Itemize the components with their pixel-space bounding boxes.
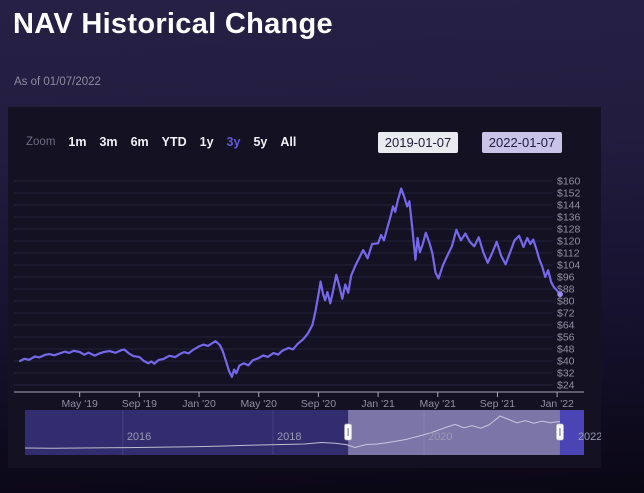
y-axis-label: $48 bbox=[557, 344, 575, 356]
zoom-buttons: 1m 3m 6m YTD 1y 3y 5y All bbox=[68, 135, 296, 149]
x-axis-label: Sep '21 bbox=[480, 398, 515, 410]
x-axis-label: Jan '20 bbox=[182, 398, 216, 410]
y-axis-label: $40 bbox=[557, 356, 575, 368]
y-axis-label: $144 bbox=[557, 200, 581, 212]
page-title: NAV Historical Change bbox=[13, 8, 333, 40]
zoom-button-ytd[interactable]: YTD bbox=[161, 135, 187, 149]
chart-plot-area[interactable] bbox=[14, 167, 553, 392]
x-axis-label: Jan '21 bbox=[361, 398, 395, 410]
navigator-year-label: 2016 bbox=[127, 431, 151, 443]
zoom-button-3y[interactable]: 3y bbox=[226, 135, 241, 149]
nav-history-chart: $24$32$40$48$56$64$72$80$88$96$104$112$1… bbox=[14, 167, 601, 455]
date-from-input[interactable] bbox=[378, 132, 458, 153]
y-axis-label: $80 bbox=[557, 296, 575, 308]
zoom-button-1m[interactable]: 1m bbox=[68, 135, 87, 149]
y-axis-label: $32 bbox=[557, 368, 575, 380]
y-axis-label: $72 bbox=[557, 308, 575, 320]
y-axis-label: $56 bbox=[557, 332, 575, 344]
last-point-marker bbox=[557, 291, 563, 298]
y-axis-label: $24 bbox=[557, 380, 575, 392]
date-to-input[interactable] bbox=[482, 132, 562, 153]
navigator-year-label: 2020 bbox=[428, 431, 452, 443]
y-axis-label: $136 bbox=[557, 212, 581, 224]
x-axis-label: May '21 bbox=[420, 398, 457, 410]
x-axis-label: Sep '20 bbox=[301, 398, 336, 410]
y-axis-label: $96 bbox=[557, 272, 575, 284]
navigator-year-label: 2022 bbox=[578, 431, 601, 443]
y-axis-label: $160 bbox=[557, 176, 581, 188]
navigator-right-region bbox=[559, 410, 584, 455]
y-axis-label: $120 bbox=[557, 236, 581, 248]
navigator-selection[interactable] bbox=[348, 410, 560, 455]
zoom-button-6m[interactable]: 6m bbox=[130, 135, 149, 149]
zoom-button-3m[interactable]: 3m bbox=[99, 135, 118, 149]
navigator-series-line bbox=[24, 415, 585, 449]
price-line bbox=[18, 187, 562, 378]
zoom-button-all[interactable]: All bbox=[280, 135, 297, 149]
x-axis-label: May '19 bbox=[61, 398, 98, 410]
y-axis-label: $64 bbox=[557, 320, 575, 332]
y-axis-label: $152 bbox=[557, 188, 581, 200]
x-axis-label: Jan '22 bbox=[540, 398, 574, 410]
y-axis-label: $128 bbox=[557, 224, 581, 236]
x-axis-label: Sep '19 bbox=[122, 398, 157, 410]
navigator-year-label: 2018 bbox=[277, 431, 301, 443]
y-axis-label: $112 bbox=[557, 248, 580, 260]
as-of-date: As of 01/07/2022 bbox=[14, 76, 101, 88]
zoom-button-5y[interactable]: 5y bbox=[253, 135, 268, 149]
y-axis-label: $104 bbox=[557, 260, 581, 272]
zoom-label: Zoom bbox=[26, 136, 56, 148]
zoom-button-1y[interactable]: 1y bbox=[199, 135, 214, 149]
x-axis-label: May '20 bbox=[241, 398, 278, 410]
range-selector: Zoom 1m 3m 6m YTD 1y 3y 5y All bbox=[26, 135, 296, 149]
